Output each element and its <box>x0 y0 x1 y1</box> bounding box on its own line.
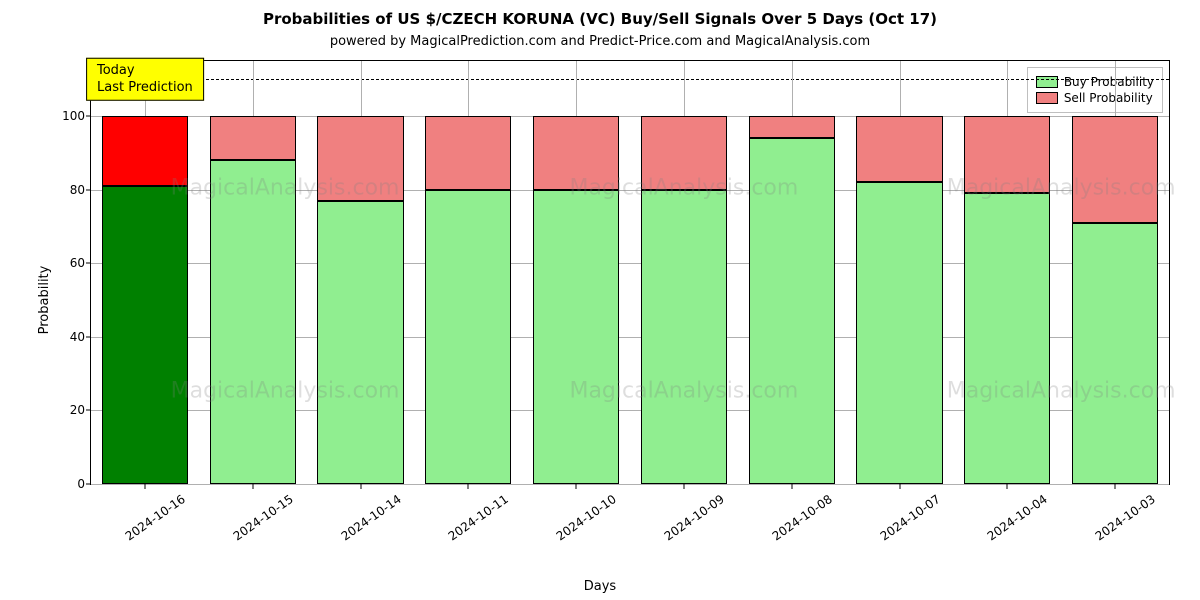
plot-outer: Buy Probability Sell Probability 0204060… <box>90 60 1170 485</box>
bar-buy <box>1072 223 1158 484</box>
xtick-mark <box>899 484 900 489</box>
legend-item-buy: Buy Probability <box>1036 75 1154 89</box>
xtick-label: 2024-10-04 <box>985 492 1050 543</box>
xtick-mark <box>360 484 361 489</box>
bar-sell <box>749 116 835 138</box>
ytick-label: 60 <box>70 256 91 270</box>
plot-area: Buy Probability Sell Probability 0204060… <box>90 60 1170 485</box>
legend-swatch-buy <box>1036 76 1058 88</box>
legend: Buy Probability Sell Probability <box>1027 67 1163 113</box>
ytick-label: 20 <box>70 403 91 417</box>
xtick-label: 2024-10-07 <box>877 492 942 543</box>
ytick-label: 0 <box>77 477 91 491</box>
xtick-label: 2024-10-11 <box>446 492 511 543</box>
annotation-line: Today <box>97 63 193 79</box>
xtick-mark <box>1007 484 1008 489</box>
bar-sell <box>533 116 619 190</box>
ytick-label: 80 <box>70 183 91 197</box>
bar-buy <box>102 186 188 484</box>
bar-stack <box>749 116 835 484</box>
bar-sell <box>964 116 1050 193</box>
xtick-mark <box>144 484 145 489</box>
bar-stack <box>533 116 619 484</box>
xtick-mark <box>791 484 792 489</box>
annotation-line: Last Prediction <box>97 79 193 95</box>
legend-label-buy: Buy Probability <box>1064 75 1154 89</box>
xtick-label: 2024-10-10 <box>554 492 619 543</box>
bar-buy <box>641 190 727 484</box>
bar-sell <box>425 116 511 190</box>
bar-buy <box>210 160 296 484</box>
x-axis-label: Days <box>0 579 1200 594</box>
bar-sell <box>641 116 727 190</box>
y-axis-label: Probability <box>37 266 52 335</box>
bar-stack <box>102 116 188 484</box>
chart-figure: Probabilities of US $/CZECH KORUNA (VC) … <box>0 0 1200 600</box>
bar-stack <box>425 116 511 484</box>
ytick-label: 100 <box>62 109 91 123</box>
xtick-label: 2024-10-14 <box>338 492 403 543</box>
chart-title: Probabilities of US $/CZECH KORUNA (VC) … <box>0 10 1200 28</box>
xtick-label: 2024-10-03 <box>1093 492 1158 543</box>
bar-stack <box>964 116 1050 484</box>
xtick-label: 2024-10-15 <box>230 492 295 543</box>
chart-subtitle: powered by MagicalPrediction.com and Pre… <box>0 34 1200 49</box>
bar-stack <box>317 116 403 484</box>
legend-item-sell: Sell Probability <box>1036 91 1154 105</box>
bar-buy <box>856 182 942 484</box>
bar-stack <box>641 116 727 484</box>
bar-buy <box>317 201 403 484</box>
bar-sell <box>856 116 942 182</box>
xtick-mark <box>683 484 684 489</box>
legend-swatch-sell <box>1036 92 1058 104</box>
xtick-label: 2024-10-16 <box>123 492 188 543</box>
xtick-mark <box>468 484 469 489</box>
legend-label-sell: Sell Probability <box>1064 91 1153 105</box>
xtick-mark <box>1115 484 1116 489</box>
bar-buy <box>749 138 835 484</box>
bar-sell <box>102 116 188 186</box>
today-annotation: TodayLast Prediction <box>86 58 204 101</box>
bar-stack <box>210 116 296 484</box>
bar-buy <box>964 193 1050 484</box>
bar-stack <box>1072 116 1158 484</box>
bar-sell <box>317 116 403 201</box>
bar-sell <box>210 116 296 160</box>
bar-buy <box>533 190 619 484</box>
xtick-mark <box>576 484 577 489</box>
bar-sell <box>1072 116 1158 223</box>
bar-buy <box>425 190 511 484</box>
ytick-label: 40 <box>70 330 91 344</box>
xtick-label: 2024-10-09 <box>662 492 727 543</box>
xtick-mark <box>252 484 253 489</box>
bar-stack <box>856 116 942 484</box>
xtick-label: 2024-10-08 <box>769 492 834 543</box>
